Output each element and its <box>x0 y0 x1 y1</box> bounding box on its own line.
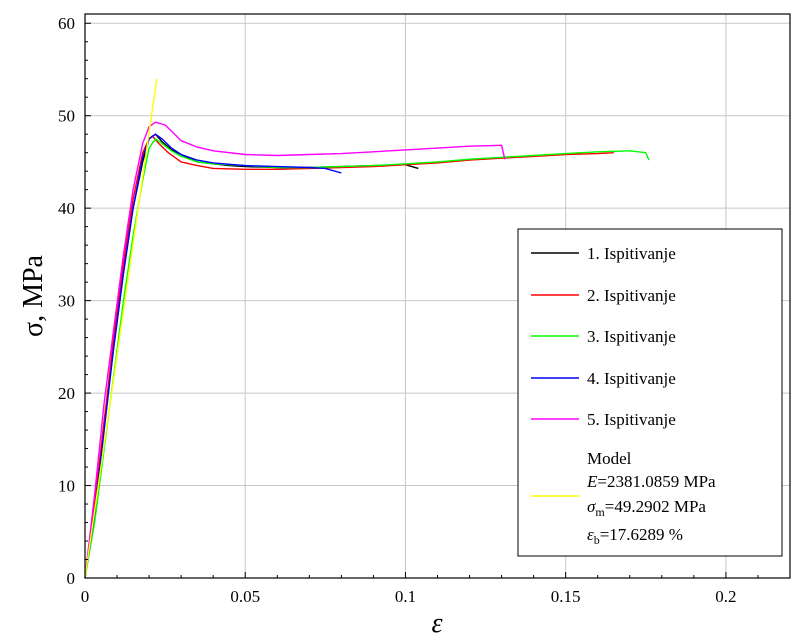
y-tick-label: 30 <box>58 292 75 311</box>
strength-subscript: m <box>595 505 605 519</box>
legend-items: 1. Ispitivanje 2. Ispitivanje 3. Ispitivan… <box>531 244 676 497</box>
strength-value: =49.2902 MPa <box>605 497 707 516</box>
model-elongation: εb=17.6289 % <box>587 525 683 547</box>
x-tick-label: 0.2 <box>715 587 736 606</box>
x-tick-label: 0.15 <box>551 587 581 606</box>
x-tick-label: 0.05 <box>230 587 260 606</box>
y-tick-label: 50 <box>58 107 75 126</box>
legend-label-2: 2. Ispitivanje <box>587 286 676 305</box>
model-modulus: E=2381.0859 MPa <box>586 472 716 491</box>
x-tick-label: 0.1 <box>395 587 416 606</box>
series-line-6 <box>84 78 158 579</box>
legend-box <box>517 228 783 557</box>
elongation-value: =17.6289 % <box>600 525 683 544</box>
elongation-symbol: ε <box>587 525 594 544</box>
legend-model-annotation: Model E=2381.0859 MPa σm=49.2902 MPa εb=… <box>586 449 716 547</box>
modulus-value: =2381.0859 MPa <box>597 472 716 491</box>
series-line-2 <box>84 135 614 579</box>
legend-label-4: 4. Ispitivanje <box>587 369 676 388</box>
axis-ticks: 0 0.05 0.1 0.15 0.2 0 10 20 30 40 50 60 <box>58 14 759 606</box>
y-tick-label: 20 <box>58 384 75 403</box>
legend-label-5: 5. Ispitivanje <box>587 410 676 429</box>
elongation-subscript: b <box>594 533 600 547</box>
legend: 1. Ispitivanje 2. Ispitivanje 3. Ispitivan… <box>517 228 783 557</box>
y-tick-label: 40 <box>58 199 75 218</box>
y-axis-label: σ, MPa <box>18 254 49 337</box>
y-tick-label: 0 <box>67 569 76 588</box>
legend-label-1: 1. Ispitivanje <box>587 244 676 263</box>
model-strength: σm=49.2902 MPa <box>587 497 706 519</box>
x-axis-label: ε <box>431 608 442 637</box>
model-title: Model <box>587 449 632 468</box>
modulus-symbol: E <box>586 472 598 491</box>
y-tick-label: 60 <box>58 14 75 33</box>
legend-label-3: 3. Ispitivanje <box>587 327 676 346</box>
strength-symbol: σ <box>587 497 596 516</box>
series-line-4 <box>84 133 342 579</box>
x-tick-label: 0 <box>81 587 90 606</box>
y-tick-label: 10 <box>58 477 75 496</box>
series-line-5 <box>84 121 506 579</box>
series-layer <box>84 78 650 579</box>
